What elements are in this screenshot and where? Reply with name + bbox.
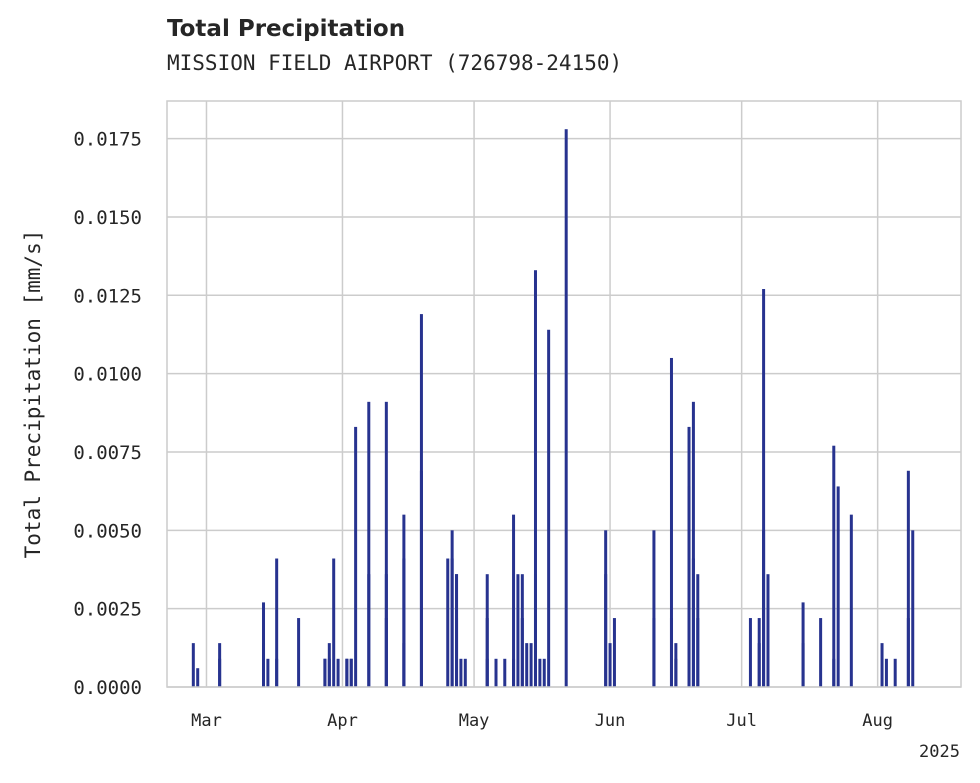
- precipitation-bar: [832, 445, 836, 687]
- precipitation-bar: [367, 401, 371, 687]
- precipitation-bar: [849, 514, 853, 687]
- precipitation-bar: [762, 289, 766, 687]
- precipitation-bar: [652, 618, 656, 687]
- precipitation-bar: [459, 658, 463, 687]
- precipitation-bar: [446, 558, 450, 687]
- precipitation-bar: [529, 643, 533, 687]
- precipitation-bar: [748, 618, 752, 687]
- precipitation-bar: [297, 618, 301, 687]
- precipitation-bar: [564, 129, 568, 688]
- precipitation-bar: [612, 618, 616, 687]
- precipitation-bar: [696, 618, 700, 687]
- precipitation-bar: [691, 558, 695, 687]
- x-tick-label: Apr: [327, 711, 358, 731]
- precipitation-bar: [766, 574, 770, 687]
- precipitation-bar: [669, 357, 673, 687]
- precipitation-bar: [455, 574, 459, 687]
- precipitation-bar: [547, 329, 551, 687]
- precipitation-bar: [218, 658, 222, 687]
- precipitation-bar: [463, 658, 467, 687]
- x-tick-label: Mar: [191, 711, 222, 731]
- precipitation-bar: [757, 643, 761, 687]
- chart-title: Total Precipitation: [167, 16, 406, 42]
- x-tick-label: Aug: [862, 711, 893, 731]
- precipitation-bar: [367, 574, 371, 687]
- precipitation-bar: [327, 658, 331, 687]
- precipitation-bar: [384, 618, 388, 687]
- precipitation-bar: [608, 643, 612, 687]
- precipitation-bar: [402, 558, 406, 687]
- precipitation-bar: [538, 658, 542, 687]
- precipitation-bar: [275, 558, 279, 687]
- precipitation-bar: [262, 643, 266, 687]
- y-tick-label: 0.0125: [73, 285, 142, 307]
- precipitation-bar: [687, 486, 691, 687]
- precipitation-bar: [542, 658, 546, 687]
- y-tick-label: 0.0025: [73, 599, 142, 621]
- precipitation-bar: [336, 658, 340, 687]
- precipitation-bar: [450, 530, 454, 687]
- y-axis-label: Total Precipitation [mm/s]: [21, 230, 45, 559]
- precipitation-bar: [349, 658, 353, 687]
- precipitation-bar: [911, 530, 915, 687]
- x-tick-label: Jul: [726, 711, 757, 731]
- x-tick-labels: Mar Apr May Jun Jul Aug: [191, 711, 893, 731]
- x-tick-label: Jun: [595, 711, 626, 731]
- y-tick-label: 0.0000: [73, 677, 142, 699]
- precipitation-bar: [674, 658, 678, 687]
- precipitation-bar: [345, 658, 349, 687]
- precipitation-bar: [691, 401, 695, 687]
- precipitation-bar: [332, 558, 336, 687]
- precipitation-bar: [485, 574, 489, 687]
- precipitation-bar: [516, 574, 520, 687]
- precipitation-bar: [836, 486, 840, 687]
- precipitation-bar: [191, 643, 195, 687]
- x-year-label: 2025: [919, 742, 960, 762]
- y-tick-label: 0.0100: [73, 364, 142, 386]
- precipitation-bar: [196, 668, 200, 687]
- bars: [191, 129, 915, 688]
- precipitation-bar: [402, 643, 406, 687]
- precipitation-bar: [533, 574, 537, 687]
- precipitation-bar: [503, 658, 507, 687]
- precipitation-bar: [525, 643, 529, 687]
- chart-subtitle: MISSION FIELD AIRPORT (726798-24150): [167, 51, 623, 75]
- precipitation-bar: [419, 470, 423, 687]
- plot-frame: [166, 100, 962, 688]
- precipitation-bar: [652, 530, 656, 687]
- precipitation-bar: [275, 658, 279, 687]
- grid: [167, 101, 961, 688]
- precipitation-bar: [266, 658, 270, 687]
- y-tick-label: 0.0050: [73, 520, 142, 542]
- precipitation-bar: [604, 574, 608, 687]
- y-tick-labels: 0.0000 0.0025 0.0050 0.0075 0.0100 0.0125 0.01…: [73, 129, 142, 699]
- y-tick-label: 0.0175: [73, 129, 142, 151]
- precipitation-bar: [533, 270, 537, 687]
- precipitation-bar: [801, 602, 805, 687]
- precipitation-bar: [880, 643, 884, 687]
- x-tick-label: May: [459, 711, 490, 731]
- precipitation-bar: [884, 658, 888, 687]
- precipitation-bar: [354, 426, 358, 687]
- precipitation-bar: [520, 574, 524, 687]
- y-tick-label: 0.0150: [73, 207, 142, 229]
- precipitation-bar: [384, 401, 388, 687]
- precipitation-bar: [906, 470, 910, 687]
- y-tick-label: 0.0075: [73, 442, 142, 464]
- precipitation-bar: [494, 658, 498, 687]
- precipitation-bar: [893, 658, 897, 687]
- precipitation-bar: [819, 618, 823, 687]
- precipitation-bar: [323, 658, 327, 687]
- precipitation-bar: [512, 514, 516, 687]
